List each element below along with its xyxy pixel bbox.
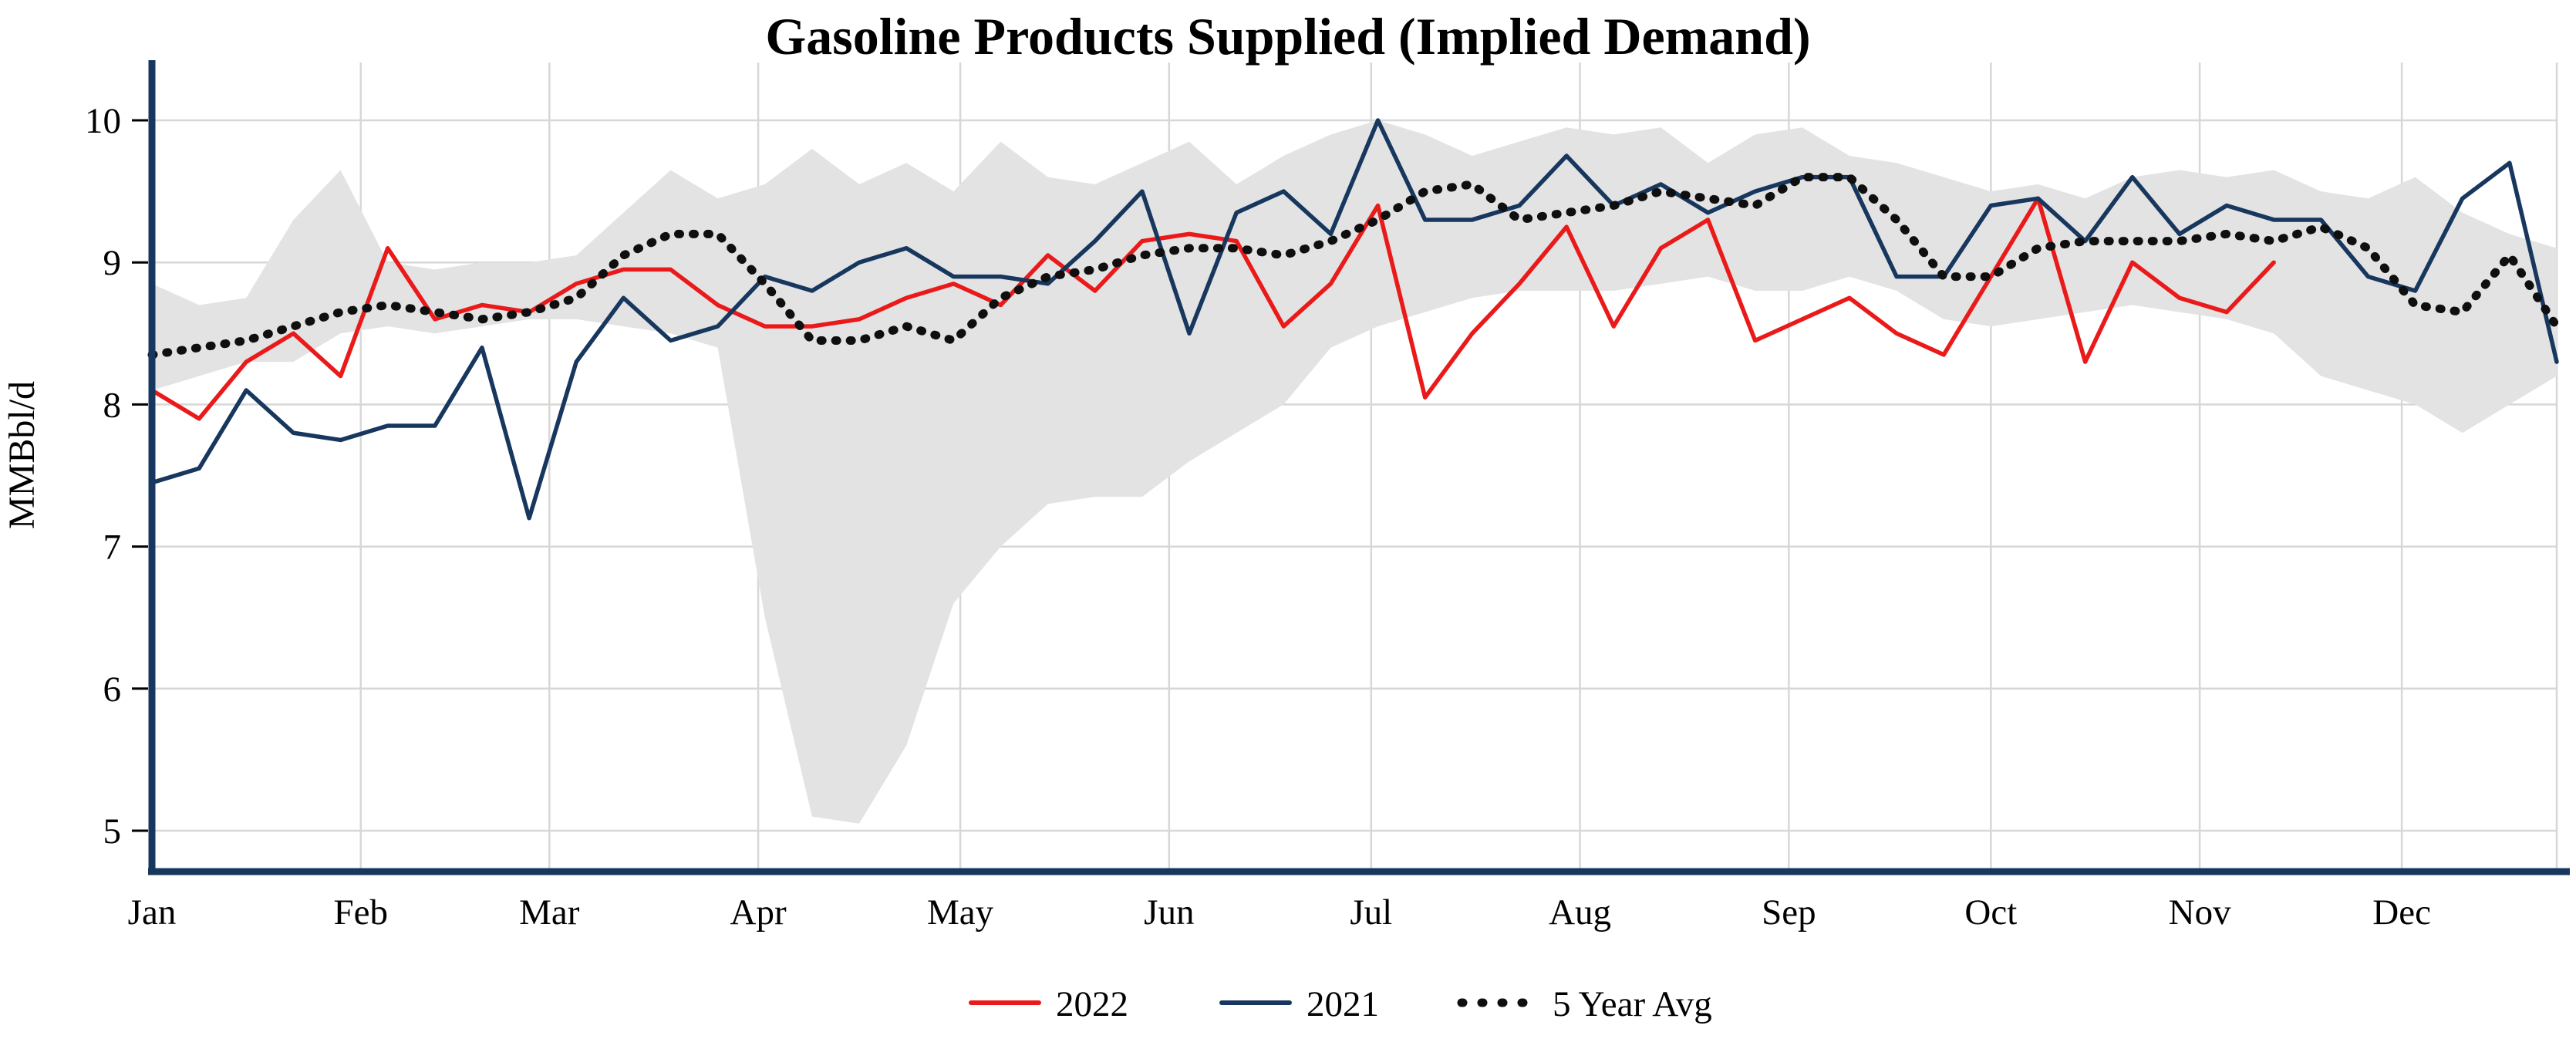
x-month-label: Jun <box>1144 892 1194 933</box>
y-tick-label: 5 <box>103 811 122 852</box>
line-2022 <box>150 196 2276 421</box>
x-month-label: Apr <box>730 892 787 933</box>
chart-title: Gasoline Products Supplied (Implied Dema… <box>765 7 1810 66</box>
line-5-year-avg <box>147 173 2561 359</box>
x-month-label: Aug <box>1549 892 1611 933</box>
x-month-label: Oct <box>1964 892 2017 933</box>
x-month-label: Dec <box>2372 892 2431 933</box>
x-month-label: Feb <box>334 892 389 933</box>
legend-label: 2022 <box>1056 984 1128 1024</box>
x-month-label: May <box>927 892 994 933</box>
y-tick-label: 9 <box>103 243 122 283</box>
legend: 2022 2021 5 Year Avg <box>969 984 1712 1024</box>
data-series <box>147 118 2561 521</box>
range-band <box>152 120 2557 824</box>
x-axis-labels: Jan Feb Mar Apr May Jun Jul Aug Sep Oct Nov Dec <box>128 892 2431 933</box>
y-tick-label: 6 <box>103 670 122 710</box>
line-2021 <box>150 118 2559 521</box>
x-month-label: Jan <box>128 892 177 933</box>
five-year-range-band <box>152 120 2557 824</box>
y-tick-label: 10 <box>85 101 121 141</box>
x-month-label: Nov <box>2169 892 2231 933</box>
x-month-label: Sep <box>1762 892 1816 933</box>
y-tick-label: 7 <box>103 528 122 568</box>
x-month-label: Mar <box>519 892 580 933</box>
y-axis-title: MMBbl/d <box>2 381 42 529</box>
legend-label: 2021 <box>1307 984 1379 1024</box>
axes: 5 6 7 8 9 10 <box>85 60 2570 875</box>
y-tick-label: 8 <box>103 385 122 425</box>
x-month-label: Jul <box>1350 892 1392 933</box>
legend-label: 5 Year Avg <box>1553 984 1712 1024</box>
